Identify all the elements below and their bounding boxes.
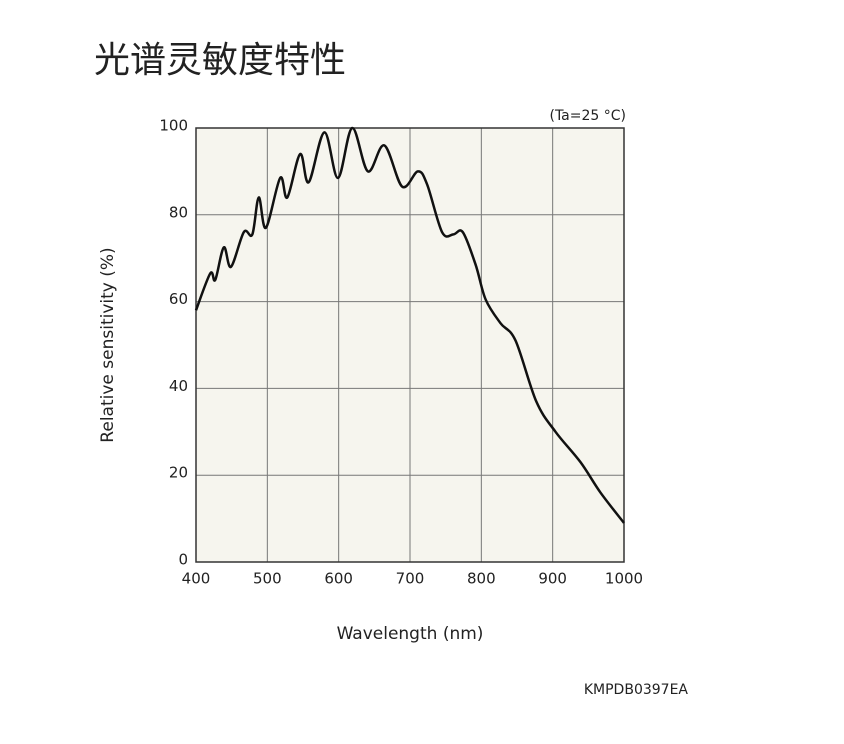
x-tick-label: 700 xyxy=(396,570,425,588)
x-tick-label: 400 xyxy=(182,570,211,588)
sensitivity-line xyxy=(194,126,625,524)
x-axis-label: Wavelength (nm) xyxy=(337,624,484,644)
y-tick-label: 80 xyxy=(169,203,188,221)
x-tick-label: 600 xyxy=(324,570,353,588)
x-tick-label: 1000 xyxy=(605,570,643,588)
chart-title: 光谱灵敏度特性 xyxy=(94,40,346,81)
annotation: (Ta=25 °C) xyxy=(549,108,626,124)
x-tick-label: 900 xyxy=(538,570,567,588)
x-tick-label: 500 xyxy=(253,570,282,588)
y-tick-label: 20 xyxy=(169,464,188,482)
x-tick-label: 800 xyxy=(467,570,496,588)
y-axis-label: Relative sensitivity (%) xyxy=(98,247,118,442)
plot-frame xyxy=(195,127,625,563)
figure-code: KMPDB0397EA xyxy=(584,682,689,698)
plot: 0 20 40 60 80 100 400 500 600 700 800 900 1000 xyxy=(159,117,643,588)
y-tick-label: 0 xyxy=(178,551,188,569)
y-tick-label: 100 xyxy=(159,117,188,135)
y-tick-label: 60 xyxy=(169,290,188,308)
y-tick-label: 40 xyxy=(169,377,188,395)
